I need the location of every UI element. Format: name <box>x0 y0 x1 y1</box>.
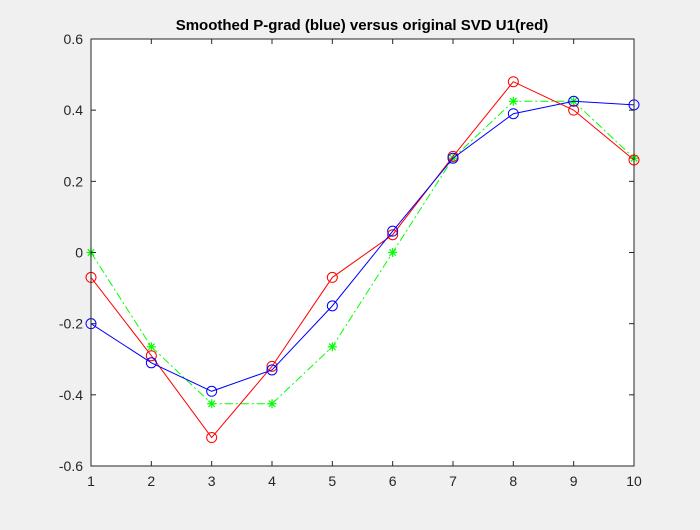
series-2-point <box>206 432 218 444</box>
series-3-point <box>447 152 459 164</box>
series-1-point <box>388 248 398 257</box>
x-tick-label: 6 <box>389 473 397 489</box>
series-3-point <box>326 300 338 312</box>
y-tick-label: 0.4 <box>64 102 84 118</box>
series-2-point <box>326 271 338 283</box>
series-2-point <box>568 104 580 116</box>
series-3-point <box>266 364 278 376</box>
series-3-point <box>568 95 580 107</box>
series-1-point <box>146 342 156 352</box>
axes-layer: 1 2 3 4 5 6 7 8 9 10 -0.6 -0.4 -0.2 0 0.2 0.4 0.6 <box>59 31 642 489</box>
x-tick-label: 1 <box>87 473 95 489</box>
y-tick-label: -0.4 <box>59 387 83 403</box>
series-3-point <box>507 108 519 120</box>
y-tick-label: 0 <box>75 245 83 261</box>
y-tick-label: 0.2 <box>64 173 84 189</box>
x-tick-label: 4 <box>268 473 276 489</box>
series-3-point <box>145 357 157 369</box>
series-2-point <box>507 76 519 88</box>
series-1-point <box>267 399 277 409</box>
series-3-line <box>90 100 635 392</box>
series-1-point <box>508 96 518 106</box>
x-tick-label: 7 <box>449 473 457 489</box>
series-1-point <box>327 342 337 352</box>
y-tick-label: -0.2 <box>59 316 83 332</box>
x-tick-label: 5 <box>328 473 336 489</box>
series-2-point <box>387 229 399 241</box>
series-3-point <box>387 225 399 237</box>
series-2-point <box>145 350 157 362</box>
chart-title: Smoothed P-grad (blue) versus original S… <box>176 17 549 34</box>
y-tick-label: 0.6 <box>64 31 84 47</box>
series-1-point <box>207 399 217 409</box>
y-tick-label: -0.6 <box>59 458 83 474</box>
x-tick-label: 9 <box>570 473 578 489</box>
plot-area <box>91 39 634 466</box>
x-tick-label: 8 <box>509 473 517 489</box>
series-3-point <box>206 385 218 397</box>
series-2-line <box>90 81 635 439</box>
series-1-line <box>90 100 635 405</box>
x-tick-label: 10 <box>626 473 642 489</box>
x-tick-label: 3 <box>208 473 216 489</box>
x-tick-label: 2 <box>147 473 155 489</box>
series-2-point <box>266 360 278 372</box>
